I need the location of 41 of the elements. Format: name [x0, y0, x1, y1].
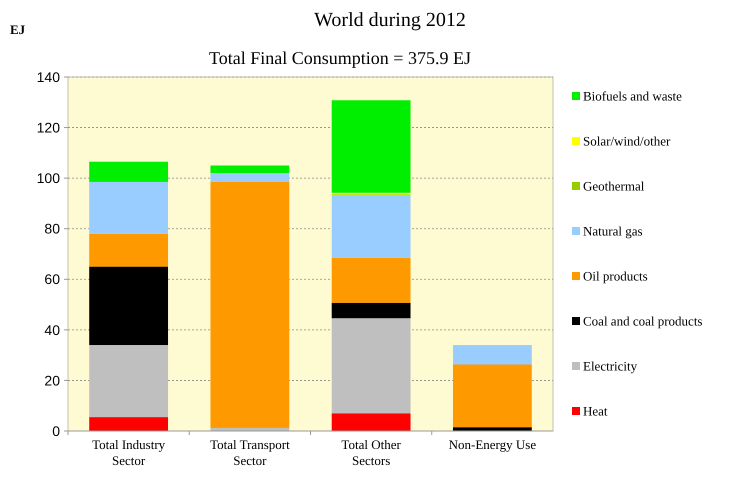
- bar: [89, 162, 168, 182]
- legend-label: Geothermal: [583, 178, 645, 194]
- y-tick-label: 100: [36, 170, 60, 186]
- bar: [452, 427, 532, 431]
- bar: [332, 100, 411, 193]
- y-tick-label: 40: [44, 322, 60, 338]
- legend-label: Biofuels and waste: [583, 88, 682, 104]
- bar: [210, 173, 290, 182]
- y-tick-label: 0: [52, 422, 60, 439]
- bar: [89, 417, 168, 431]
- bar: [210, 182, 290, 428]
- bar: [332, 413, 411, 431]
- x-tick-label: Total Transport Sector: [210, 437, 290, 468]
- bar: [89, 182, 168, 234]
- y-tick-label: 60: [44, 271, 60, 288]
- x-tick-label: Total Other Sectors: [341, 437, 402, 468]
- y-tick-label: 80: [44, 220, 60, 237]
- legend-label: Coal and coal products: [583, 314, 702, 329]
- bar: [332, 195, 411, 258]
- bar: [210, 166, 290, 174]
- bar: [89, 234, 168, 267]
- y-tick-label: 20: [44, 372, 60, 388]
- legend-label: Heat: [583, 404, 608, 419]
- legend-label: Natural gas: [583, 224, 643, 239]
- bar: [452, 345, 532, 364]
- x-tick-label: Total Industry Sector: [92, 437, 166, 468]
- bar: [332, 258, 411, 303]
- bar: [332, 302, 411, 318]
- legend-label: Solar/wind/other: [583, 134, 672, 149]
- chart-subtitle: Total Final Consumption = 375.9 EJ: [209, 48, 471, 68]
- bar: [452, 364, 532, 428]
- bar: [89, 345, 168, 418]
- legend-label: Oil products: [583, 268, 648, 284]
- y-axis-title: EJ: [10, 22, 26, 37]
- chart-title: World during 2012: [314, 9, 466, 31]
- y-tick-label: 140: [36, 68, 60, 85]
- bar: [89, 266, 168, 346]
- x-tick-label: Non-Energy Use: [448, 437, 536, 452]
- y-tick-label: 120: [36, 119, 60, 136]
- legend-label: Electricity: [583, 358, 638, 374]
- bar: [332, 318, 411, 414]
